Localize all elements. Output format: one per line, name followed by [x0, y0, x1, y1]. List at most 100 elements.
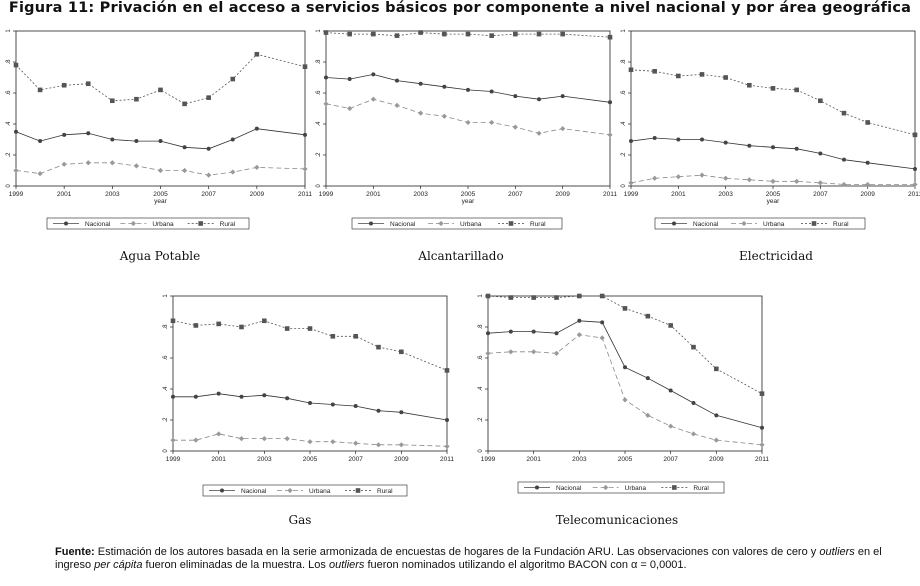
legend-label-urbana: Urbana [152, 221, 174, 228]
data-point-rural [323, 30, 329, 35]
series-line-urbana [325, 98, 611, 136]
data-point-nacional [513, 94, 518, 99]
data-point-nacional [600, 320, 605, 325]
legend-box [654, 217, 866, 230]
data-point-rural [371, 31, 376, 37]
series-line-nacional [15, 128, 306, 150]
data-point-rural [691, 344, 696, 350]
data-point-urbana [230, 169, 236, 175]
legend-box [351, 217, 563, 230]
series-line-nacional [325, 73, 611, 103]
legend-label-urbana: Urbana [763, 221, 785, 228]
data-point-urbana [770, 178, 776, 184]
data-point-urbana [690, 431, 697, 437]
x-tick-label: 2011 [755, 456, 769, 463]
data-point-urbana [375, 442, 382, 448]
data-point-nacional [303, 132, 307, 137]
data-point-nacional [486, 331, 490, 336]
data-point-nacional [308, 400, 312, 405]
data-point-nacional [913, 166, 917, 171]
y-tick-label: .2 [621, 152, 627, 158]
data-point-rural [158, 87, 163, 93]
y-tick-label: .6 [163, 355, 169, 361]
legend-label-rural: Rural [377, 488, 393, 495]
x-tick-label: 2009 [709, 456, 724, 463]
data-point-nacional [508, 329, 513, 334]
data-point-urbana [607, 132, 613, 138]
y-tick-label: 1 [478, 294, 484, 298]
data-point-rural [723, 75, 728, 80]
data-point-nacional [134, 139, 139, 144]
data-point-nacional [794, 146, 799, 151]
x-tick-label: 2011 [908, 191, 920, 198]
data-point-urbana [170, 437, 176, 443]
y-tick-label: .6 [478, 355, 484, 361]
x-tick-label: 2003 [105, 191, 120, 198]
data-point-rural [85, 81, 91, 86]
data-point-rural [307, 326, 313, 331]
data-point-rural [622, 306, 628, 311]
data-point-nacional [771, 145, 775, 150]
data-point-urbana [489, 119, 495, 126]
data-point-nacional [418, 81, 423, 86]
data-point-rural [912, 132, 918, 138]
series-urbana [628, 172, 918, 188]
data-point-urbana [512, 124, 518, 130]
y-tick-label: 1 [316, 29, 322, 33]
legend-label-rural: Rural [833, 221, 849, 228]
data-point-urbana [193, 437, 199, 443]
data-point-nacional [629, 139, 633, 144]
data-point-urbana [181, 167, 188, 174]
data-point-rural [37, 87, 43, 93]
legend-marker-rural [811, 221, 817, 226]
series-line-rural [325, 32, 611, 38]
series-line-urbana [173, 433, 448, 447]
legend-marker-urbana [741, 220, 747, 227]
data-point-nacional [842, 157, 846, 162]
data-point-rural [747, 82, 752, 88]
data-point-rural [353, 334, 358, 339]
series-line-rural [172, 320, 448, 371]
source-text-4: fueron nominados utilizando el algoritmo… [364, 559, 687, 571]
data-point-nacional [531, 329, 536, 334]
data-point-rural [206, 95, 211, 100]
x-tick-label: 2007 [813, 191, 828, 198]
y-tick-label: 1 [163, 294, 169, 298]
data-point-rural [254, 51, 260, 57]
data-point-nacional [608, 100, 612, 105]
caption-alcantarillado: Alcantarillado [418, 249, 504, 263]
data-point-rural [485, 293, 491, 299]
data-point-rural [110, 98, 115, 104]
plot-frame [487, 295, 763, 452]
data-point-rural [531, 295, 536, 300]
y-tick-label: 0 [6, 184, 12, 188]
data-point-nacional [445, 418, 449, 422]
x-tick-label: 2005 [153, 191, 168, 198]
legend-marker-nacional [672, 221, 676, 226]
data-point-urbana [323, 101, 329, 107]
data-point-rural [607, 34, 613, 40]
plot-frame [15, 30, 306, 187]
data-point-urbana [61, 161, 67, 167]
series-rural [170, 318, 450, 373]
source-em-2: per cápita [94, 559, 143, 571]
data-point-urbana [560, 126, 566, 132]
legend-marker-rural [508, 221, 514, 226]
chart-gas: 0 .2 .4 .6 .8 1 1999 2001 2003 2005 2007 2009 2011 Na… [163, 294, 454, 497]
x-tick-label: 2001 [57, 191, 72, 198]
x-tick-label: 2007 [201, 191, 216, 198]
data-point-rural [394, 33, 400, 38]
series-urbana [170, 431, 450, 449]
y-tick-label: .8 [163, 324, 169, 330]
data-point-rural [376, 344, 381, 350]
x-tick-label: 2007 [508, 191, 523, 198]
chart-telecomunicaciones: 0 .2 .4 .6 .8 1 1999 2001 2003 2005 2007 2009 2011 Na… [478, 293, 769, 494]
legend-label-nacional: Nacional [85, 221, 111, 228]
series-line-nacional [487, 320, 763, 429]
y-tick-label: .2 [6, 152, 12, 158]
data-point-rural [230, 76, 236, 82]
data-point-rural [239, 324, 244, 330]
x-tick-label: 2007 [348, 456, 363, 463]
y-tick-label: .4 [6, 121, 12, 127]
data-point-nacional [691, 400, 696, 405]
